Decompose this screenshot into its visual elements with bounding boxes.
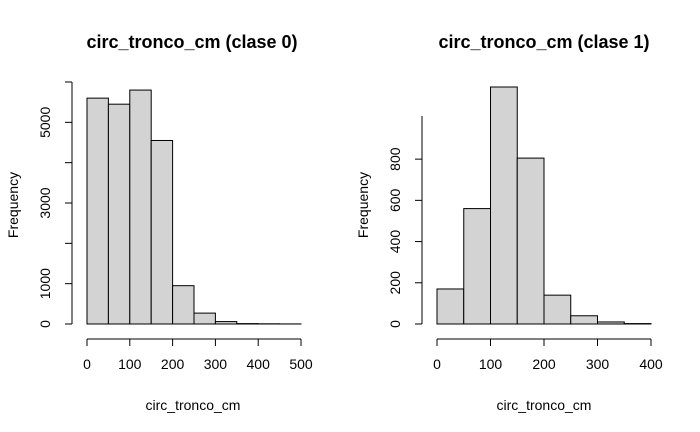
x-tick-label: 100 [118,356,142,372]
chart-title: circ_tronco_cm (clase 1) [438,32,649,52]
y-tick-label: 1000 [37,268,53,299]
y-tick-label: 400 [387,230,403,254]
x-tick-label: 300 [586,356,610,372]
y-axis-label: Frequency [355,172,371,238]
histogram-bar [597,321,625,325]
x-tick-label: 200 [532,356,556,372]
x-tick-label: 0 [433,356,441,372]
x-tick-label: 500 [289,356,313,372]
histogram-bar [570,315,598,325]
x-tick-label: 400 [247,356,271,372]
histogram-bars [86,89,302,325]
y-tick-label: 5000 [37,107,53,138]
histogram-bar [172,285,195,325]
histogram-bar [436,288,465,325]
y-axis: 0 1000 3000 5000 [37,81,73,328]
x-tick-label: 300 [204,356,228,372]
y-tick-label: 600 [387,188,403,212]
histogram-bar [129,89,152,325]
histogram-bar [86,97,109,325]
x-tick-label: 400 [639,356,663,372]
histogram-bar [150,139,174,325]
x-tick-label: 0 [83,356,91,372]
histogram-bar [490,86,518,325]
histogram-bars [436,86,652,325]
chart-title: circ_tronco_cm (clase 0) [86,32,297,52]
x-axis: 0 100 200 300 400 500 [83,338,313,372]
y-tick-label: 800 [387,147,403,171]
histogram-panel-clase-0: circ_tronco_cm (clase 0) circ_tronco_cm … [5,32,313,413]
x-tick-label: 100 [479,356,503,372]
y-tick-label: 0 [387,320,403,328]
x-axis-label: circ_tronco_cm [146,397,241,413]
x-tick-label: 200 [161,356,185,372]
histogram-bar [543,294,572,325]
histogram-bar [214,321,238,325]
histogram-bar [516,157,545,325]
histogram-panel-clase-1: circ_tronco_cm (clase 1) circ_tronco_cm … [355,32,663,413]
y-tick-label: 3000 [37,187,53,218]
histogram-bar [107,103,131,325]
y-axis: 0 200 400 600 800 [387,116,423,328]
y-tick-label: 200 [387,271,403,295]
y-axis-label: Frequency [5,172,21,238]
y-tick-label: 0 [37,320,53,328]
x-axis-label: circ_tronco_cm [497,397,592,413]
histogram-bar [193,312,216,325]
histogram-bar [463,208,491,325]
x-axis: 0 100 200 300 400 [433,338,663,372]
